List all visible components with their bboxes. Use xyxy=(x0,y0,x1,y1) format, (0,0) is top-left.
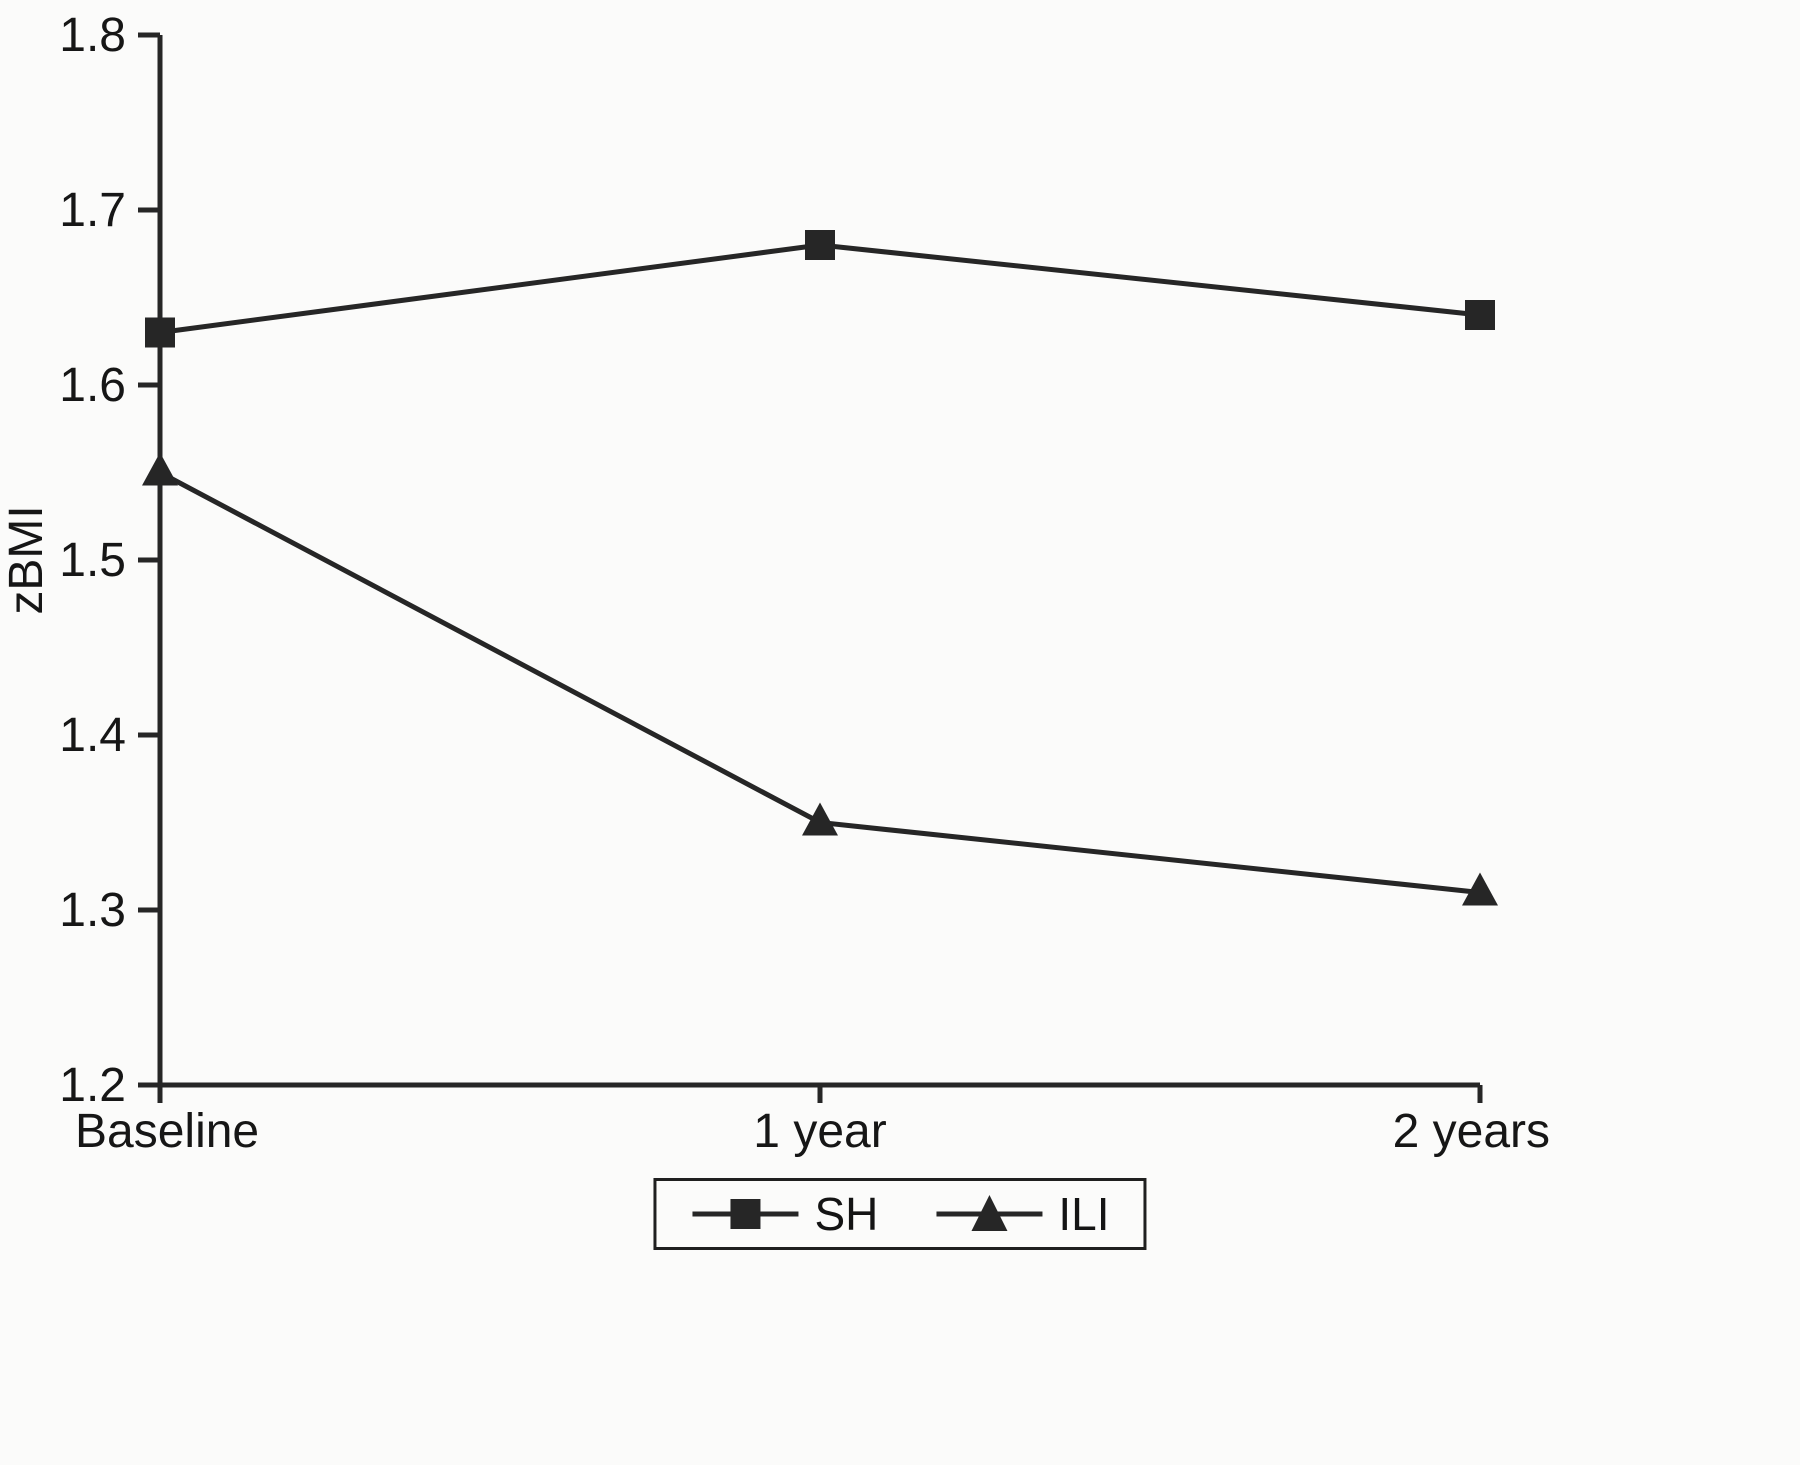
marker-triangle xyxy=(142,452,178,486)
y-tick-label: 1.2 xyxy=(59,1059,126,1112)
marker-square xyxy=(145,317,175,348)
legend-item-ILI: ILI xyxy=(934,1188,1110,1240)
x-tick-label: 2 years xyxy=(1393,1105,1550,1158)
y-tick-label: 1.6 xyxy=(59,359,126,412)
x-tick-label: 1 year xyxy=(753,1105,886,1158)
y-tick-label: 1.5 xyxy=(59,534,126,587)
marker-triangle xyxy=(802,802,838,836)
chart-canvas: 1.2 1.3 1.4 1.5 1.6 1.7 1.8 Baseline 1 year 2 yea… xyxy=(0,9,1550,1158)
legend-label: ILI xyxy=(1058,1188,1110,1240)
y-axis-title: zBMI xyxy=(0,505,53,614)
legend-item-SH: SH xyxy=(690,1191,878,1237)
y-tick-label: 1.7 xyxy=(59,184,126,237)
marker-square xyxy=(1465,300,1495,330)
marker-square xyxy=(805,230,835,260)
y-tick-label: 1.3 xyxy=(59,884,126,937)
legend-label: SH xyxy=(814,1188,879,1240)
marker-triangle xyxy=(1462,872,1498,906)
triangle-marker-icon xyxy=(936,1195,1043,1231)
x-tick-label: Baseline xyxy=(75,1105,259,1158)
y-tick-label: 1.4 xyxy=(59,709,126,762)
chart-legend: SH ILI xyxy=(653,1178,1147,1250)
y-tick-label: 1.8 xyxy=(59,9,126,62)
square-marker-icon xyxy=(692,1199,799,1229)
